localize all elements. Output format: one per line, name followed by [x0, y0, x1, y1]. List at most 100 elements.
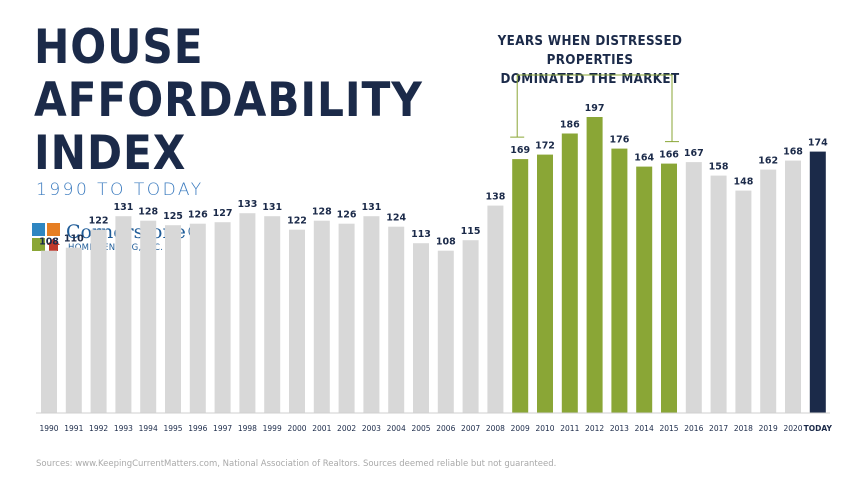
bar-2003: [363, 216, 380, 413]
bar-value-label-2014: 164: [634, 153, 654, 164]
bar-1995: [165, 225, 181, 413]
bar-value-label-1991: 110: [64, 234, 84, 245]
x-tick-label-2006: 2006: [436, 424, 455, 433]
bar-value-label-2009: 169: [510, 145, 530, 156]
title-line-2: AFFORDABILITY: [34, 73, 423, 128]
bar-2008: [487, 205, 504, 413]
bar-2005: [413, 243, 429, 413]
bar-value-label-2018: 148: [733, 177, 753, 188]
x-tick-label-2011: 2011: [560, 424, 579, 433]
x-tick-label-today: TODAY: [804, 424, 833, 433]
bar-2006: [437, 250, 454, 413]
bar-value-label-1997: 127: [213, 208, 233, 219]
bar-1993: [115, 216, 132, 413]
bar-value-label-1994: 128: [138, 207, 158, 218]
bar-value-label-2002: 126: [337, 210, 357, 221]
bar-value-label-2013: 176: [609, 135, 629, 146]
distressed-bracket: [510, 74, 679, 143]
bar-2017: [710, 175, 727, 413]
bar-2002: [338, 223, 355, 413]
x-tick-label-1992: 1992: [89, 424, 108, 433]
bar-value-label-1990: 108: [39, 237, 59, 248]
bar-value-label-1995: 125: [163, 211, 183, 222]
bar-2001: [313, 220, 330, 413]
bar-2020: [785, 160, 801, 413]
bar-value-label-1998: 133: [237, 199, 257, 210]
bar-value-label-2008: 138: [485, 192, 505, 203]
bar-2000: [289, 229, 305, 413]
x-tick-label-2009: 2009: [511, 424, 530, 433]
bar-value-label-1996: 126: [188, 210, 208, 221]
bar-value-label-2015: 166: [659, 150, 679, 161]
bar-1991: [65, 247, 82, 413]
bar-2012: [586, 117, 603, 413]
bar-value-label-2012: 197: [585, 103, 605, 114]
x-tick-label-2018: 2018: [734, 424, 753, 433]
bar-value-label-1999: 131: [262, 202, 282, 213]
x-tick-label-2002: 2002: [337, 424, 356, 433]
x-tick-label-1997: 1997: [213, 424, 232, 433]
bar-2013: [611, 148, 628, 413]
x-tick-label-2015: 2015: [659, 424, 678, 433]
bar-2007: [462, 240, 479, 413]
x-tick-label-2013: 2013: [610, 424, 629, 433]
bar-1999: [264, 216, 281, 413]
title-line-1: HOUSE: [34, 20, 204, 75]
bar-value-label-1992: 122: [89, 216, 109, 227]
bar-2015: [661, 163, 677, 413]
title-line-3: INDEX: [34, 126, 187, 181]
bar-2004: [388, 226, 405, 413]
x-tick-label-1995: 1995: [163, 424, 182, 433]
x-tick-label-2004: 2004: [387, 424, 406, 433]
bar-2014: [636, 166, 653, 413]
bar-value-label-2001: 128: [312, 207, 332, 218]
x-tick-label-2007: 2007: [461, 424, 480, 433]
x-tick-label-1998: 1998: [238, 424, 257, 433]
bar-value-label-1993: 131: [113, 202, 133, 213]
x-tick-label-1996: 1996: [188, 424, 207, 433]
bar-today: [809, 151, 826, 413]
bar-1990: [41, 250, 57, 413]
bar-value-label-2019: 162: [758, 156, 778, 167]
x-tick-label-2003: 2003: [362, 424, 381, 433]
annotation-line-1: YEARS WHEN DISTRESSED PROPERTIES: [497, 34, 683, 68]
subtitle: 1990 TO TODAY: [36, 180, 204, 200]
x-tick-label-2020: 2020: [783, 424, 802, 433]
x-tick-label-1991: 1991: [64, 424, 83, 433]
bar-value-label-2006: 108: [436, 237, 456, 248]
x-tick-label-2010: 2010: [535, 424, 554, 433]
x-tick-label-2014: 2014: [635, 424, 654, 433]
annotation-line-2: DOMINATED THE MARKET: [500, 72, 680, 87]
x-tick-label-2008: 2008: [486, 424, 505, 433]
bar-value-label-2003: 131: [361, 202, 381, 213]
bar-2018: [735, 190, 752, 413]
x-tick-label-1999: 1999: [263, 424, 282, 433]
bar-value-label-2011: 186: [560, 120, 580, 131]
bar-value-label-today: 174: [808, 138, 828, 149]
bar-2016: [685, 162, 702, 413]
x-tick-label-1993: 1993: [114, 424, 133, 433]
bar-value-label-2016: 167: [684, 148, 704, 159]
bar-value-label-2010: 172: [535, 141, 555, 152]
bar-value-label-2000: 122: [287, 216, 307, 227]
bar-2009: [512, 159, 529, 413]
x-tick-label-2012: 2012: [585, 424, 604, 433]
x-tick-label-2017: 2017: [709, 424, 728, 433]
x-tick-label-2001: 2001: [312, 424, 331, 433]
x-tick-label-2000: 2000: [287, 424, 306, 433]
x-tick-label-2016: 2016: [684, 424, 703, 433]
x-tick-label-2019: 2019: [759, 424, 778, 433]
house-logo-icon: [32, 223, 60, 251]
x-tick-label-2005: 2005: [411, 424, 430, 433]
bar-2019: [760, 169, 777, 413]
bar-1996: [189, 223, 206, 413]
bar-value-label-2017: 158: [709, 162, 729, 173]
bar-value-label-2007: 115: [461, 226, 481, 237]
bar-1994: [140, 220, 157, 413]
x-tick-label-1990: 1990: [39, 424, 58, 433]
bar-1992: [90, 229, 107, 413]
bar-value-label-2004: 124: [386, 213, 406, 224]
distressed-annotation: YEARS WHEN DISTRESSED PROPERTIES DOMINAT…: [452, 32, 728, 89]
source-footnote: Sources: www.KeepingCurrentMatters.com, …: [36, 459, 557, 469]
